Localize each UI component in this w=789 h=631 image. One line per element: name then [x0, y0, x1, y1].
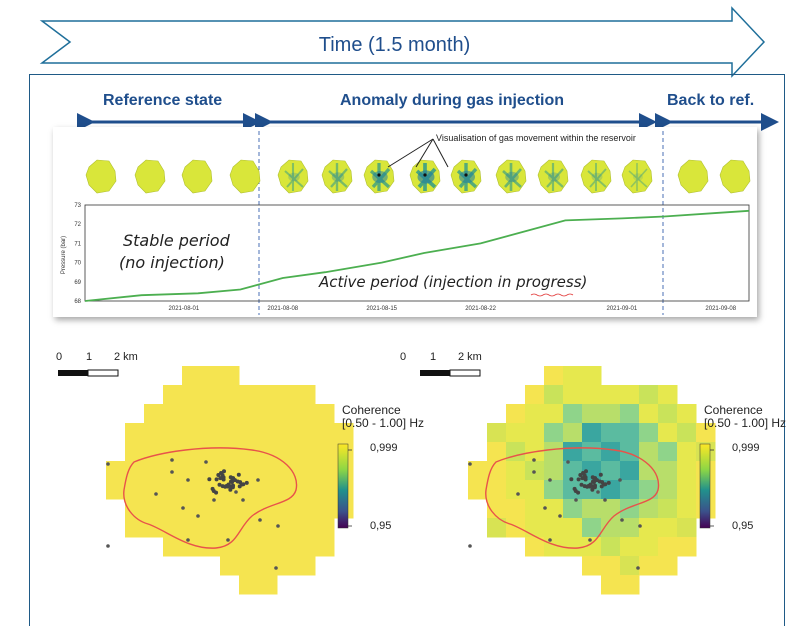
- x-ticks: 2021-08-01 2021-08-08 2021-08-15 2021-08-22…: [169, 306, 737, 312]
- y-tick-label: 71: [74, 241, 81, 247]
- scale1-two: 2 km: [114, 351, 138, 363]
- y-tick-label: 72: [74, 222, 81, 228]
- scale2-two: 2 km: [458, 351, 482, 363]
- scale2-zero: 0: [400, 351, 407, 363]
- thumbnail-map: [537, 159, 569, 194]
- x-tick-label: 2021-08-15: [366, 306, 397, 312]
- colorbar: [337, 443, 349, 529]
- legend2-max: 0,999: [732, 442, 760, 454]
- y-tick-label: 68: [74, 299, 81, 305]
- thumbnail-map: [580, 159, 612, 194]
- legend2-title: Coherence: [704, 403, 763, 417]
- y-axis-label: Pressure (bar): [61, 236, 67, 274]
- thumbnail-map: [719, 159, 751, 194]
- time-label: Time (1.5 month): [318, 34, 471, 56]
- stable-period-sublabel: (no injection): [119, 253, 225, 272]
- x-tick-label: 2021-08-01: [169, 306, 200, 312]
- thumbnail-map: [85, 159, 117, 194]
- y-tick-label: 70: [74, 261, 81, 267]
- thumbnail-map: [450, 159, 482, 194]
- x-tick-label: 2021-08-08: [267, 306, 298, 312]
- scale1-one: 1: [86, 351, 93, 363]
- coherence-map-reference: [58, 366, 354, 595]
- maps-svg: [58, 366, 716, 595]
- thumbnail-map: [363, 159, 395, 194]
- coherence-map-injection: [420, 366, 716, 595]
- phase-back-label: Back to ref.: [667, 92, 755, 109]
- timeline-card: Visualisation of gas movement within the…: [53, 127, 757, 317]
- reservoir-outline: [123, 447, 298, 549]
- plot-frame: [84, 204, 750, 302]
- thumbnail-map: [229, 159, 261, 194]
- thumbnails: [85, 159, 751, 194]
- legend1-max: 0,999: [370, 442, 398, 454]
- x-tick-label: 2021-09-01: [606, 306, 637, 312]
- scale2-one: 1: [430, 351, 437, 363]
- annotation-text: Visualisation of gas movement within the…: [436, 133, 636, 143]
- annotation-pointers: [387, 138, 449, 168]
- thumbnail-map: [277, 159, 309, 194]
- legend1-title: Coherence: [342, 403, 401, 417]
- x-tick-label: 2021-09-08: [705, 306, 736, 312]
- scale1-zero: 0: [56, 351, 63, 363]
- phase-arrows: [77, 113, 779, 131]
- thumbnail-map: [495, 159, 527, 194]
- thumbnail-map: [409, 159, 441, 194]
- y-tick-label: 73: [74, 203, 81, 209]
- x-tick-label: 2021-08-22: [465, 306, 496, 312]
- phase-anomaly-label: Anomaly during gas injection: [340, 92, 565, 109]
- phase-reference-label: Reference state: [103, 92, 223, 109]
- y-tick-label: 69: [74, 280, 81, 286]
- legend2-subtitle: [0.50 - 1.00] Hz: [704, 416, 787, 430]
- maps-area: 0 1 2 km Coherence [0.50 - 1.00] Hz 0,99…: [38, 340, 788, 626]
- thumbnail-map: [321, 159, 353, 194]
- legend1-min: 0,95: [370, 520, 392, 532]
- reservoir-outline: [485, 447, 660, 549]
- legend2-min: 0,95: [732, 520, 754, 532]
- y-ticks: 73 72 71 70 69 68: [74, 203, 81, 305]
- pressure-line: [84, 209, 750, 302]
- spell-squiggle: [530, 293, 574, 297]
- stable-period-label: Stable period: [123, 231, 230, 250]
- content-panel: [29, 74, 785, 626]
- active-period-label: Active period (injection in progress): [319, 273, 588, 291]
- timeline-svg: Visualisation of gas movement within the…: [61, 131, 751, 315]
- time-arrow: [39, 6, 766, 78]
- thumbnail-map: [134, 159, 166, 194]
- colorbar: [699, 443, 711, 529]
- legend1-subtitle: [0.50 - 1.00] Hz: [342, 416, 425, 430]
- thumbnail-map: [677, 159, 709, 194]
- thumbnail-map: [181, 159, 213, 194]
- thumbnail-map: [621, 159, 653, 194]
